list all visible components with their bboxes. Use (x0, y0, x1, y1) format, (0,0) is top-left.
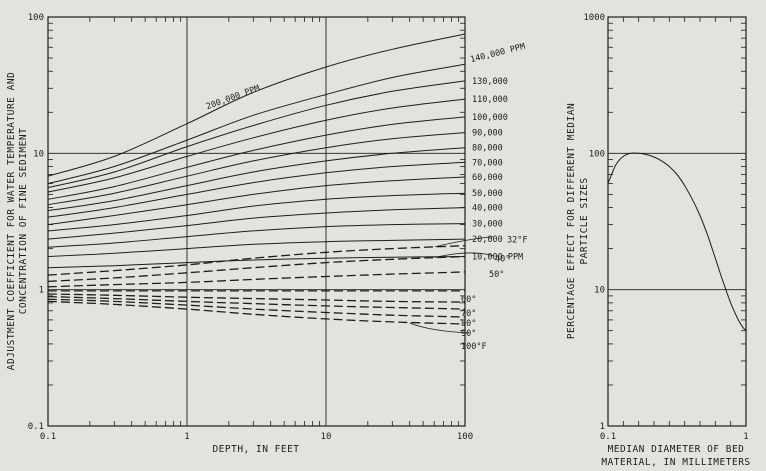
curve-label-70-000: 70,000 (472, 158, 503, 168)
concentration-curve-100-000 (47, 116, 466, 200)
curve-label-40: 40° (495, 255, 510, 265)
right-y-tick-label: 10 (594, 286, 605, 296)
curve-label-200-000-ppm: 200,000 PPM (205, 83, 261, 112)
temperature-curve-70 (47, 293, 466, 303)
concentration-curve-30-000 (47, 223, 466, 248)
concentration-curve-80-000 (47, 147, 466, 212)
curve-label-100-000: 100,000 (472, 113, 508, 123)
concentration-curve-140-000-ppm (47, 63, 466, 185)
concentration-curve-50-000 (47, 192, 466, 232)
temperature-curve-40 (47, 255, 466, 283)
left-plot-frame (47, 16, 466, 427)
leader-100f (409, 322, 470, 334)
concentration-curve-90-000 (47, 132, 466, 206)
left-ticks: 0.1 1 10 100 0.1 1 10 100 (28, 13, 473, 442)
curve-label-50: 50° (489, 270, 504, 280)
concentration-curve-200-000-ppm (47, 33, 466, 177)
curve-label-110-000: 110,000 (472, 95, 508, 105)
left-x-tick-label: 100 (457, 432, 473, 442)
right-curves (607, 152, 747, 332)
right-x-axis-label-line-1: MEDIAN DIAMETER OF BED (608, 444, 745, 455)
concentration-curve-70-000 (47, 161, 466, 218)
concentration-curve-20-000 (47, 238, 466, 257)
temperature-curve-32-f (47, 245, 466, 276)
curve-label-140-000-ppm: 140,000 PPM (469, 42, 526, 65)
leader-40 (434, 252, 494, 258)
temperature-curve-80 (47, 295, 466, 310)
right-x-axis-label-line-2: MATERIAL, IN MILLIMETERS (601, 457, 750, 468)
left-y-tick-label: 0.1 (28, 422, 44, 432)
leader-32-f (434, 236, 494, 248)
left-y-axis-label-line-2: CONCENTRATION OF FINE SEDIMENT (18, 128, 29, 315)
curve-label-60: 60° (461, 295, 476, 305)
right-y-axis-label-line-2: PARTICLE SIZES (579, 177, 590, 264)
concentration-curve-130-000 (47, 80, 466, 189)
concentration-curve-110-000 (47, 98, 466, 193)
concentration-curve-60-000 (47, 176, 466, 226)
concentration-curve-10-000-ppm (47, 256, 466, 269)
curve-label-20-000: 20,000 (472, 235, 503, 245)
right-plot-frame (607, 16, 747, 427)
left-chart: 0.1 1 10 100 0.1 1 10 100 200,000 PPM 140,000 PP… (6, 13, 527, 455)
left-grid (48, 17, 465, 426)
right-y-axis-label-line-1: PERCENTAGE EFFECT FOR DIFFERENT MEDIAN (566, 103, 577, 339)
right-y-tick-label: 1000 (583, 13, 605, 23)
particle-size-curve (607, 152, 747, 332)
left-y-tick-label: 1 (39, 286, 44, 296)
temperature-curve-90 (47, 298, 466, 318)
curve-label-80: 80° (461, 319, 476, 329)
left-x-tick-label: 1 (184, 432, 189, 442)
curve-label-40-000: 40,000 (472, 204, 503, 214)
temperature-curve-50 (47, 271, 466, 288)
left-curves (47, 33, 466, 325)
curve-label-60-000: 60,000 (472, 173, 503, 183)
concentration-curve-40-000 (47, 207, 466, 240)
left-y-tick-label: 10 (33, 149, 44, 159)
curve-label-80-000: 80,000 (472, 144, 503, 154)
left-y-tick-label: 100 (28, 13, 44, 23)
curve-label-32-f: 32°F (507, 236, 527, 246)
curve-label-100-f: 100°F (461, 342, 487, 352)
left-x-tick-label: 0.1 (40, 432, 56, 442)
left-x-axis-label: DEPTH, IN FEET (212, 444, 299, 455)
left-x-tick-label: 10 (321, 432, 332, 442)
curve-label-10-000-ppm: 10,000 PPM (472, 253, 523, 263)
curve-label-130-000: 130,000 (472, 77, 508, 87)
right-y-tick-label: 100 (589, 149, 605, 159)
curve-label-50-000: 50,000 (472, 189, 503, 199)
curve-label-90: 90° (461, 329, 476, 339)
curve-label-70: 70° (461, 309, 476, 319)
right-x-tick-label: 0.1 (600, 432, 616, 442)
left-y-axis-label-line-1: ADJUSTMENT COEFFICIENT FOR WATER TEMPERA… (6, 72, 17, 371)
curve-label-90-000: 90,000 (472, 129, 503, 139)
curve-label-30-000: 30,000 (472, 220, 503, 230)
temperature-curve-100-f (47, 300, 466, 325)
right-x-tick-label: 1 (743, 432, 748, 442)
right-y-tick-label: 1 (600, 422, 605, 432)
